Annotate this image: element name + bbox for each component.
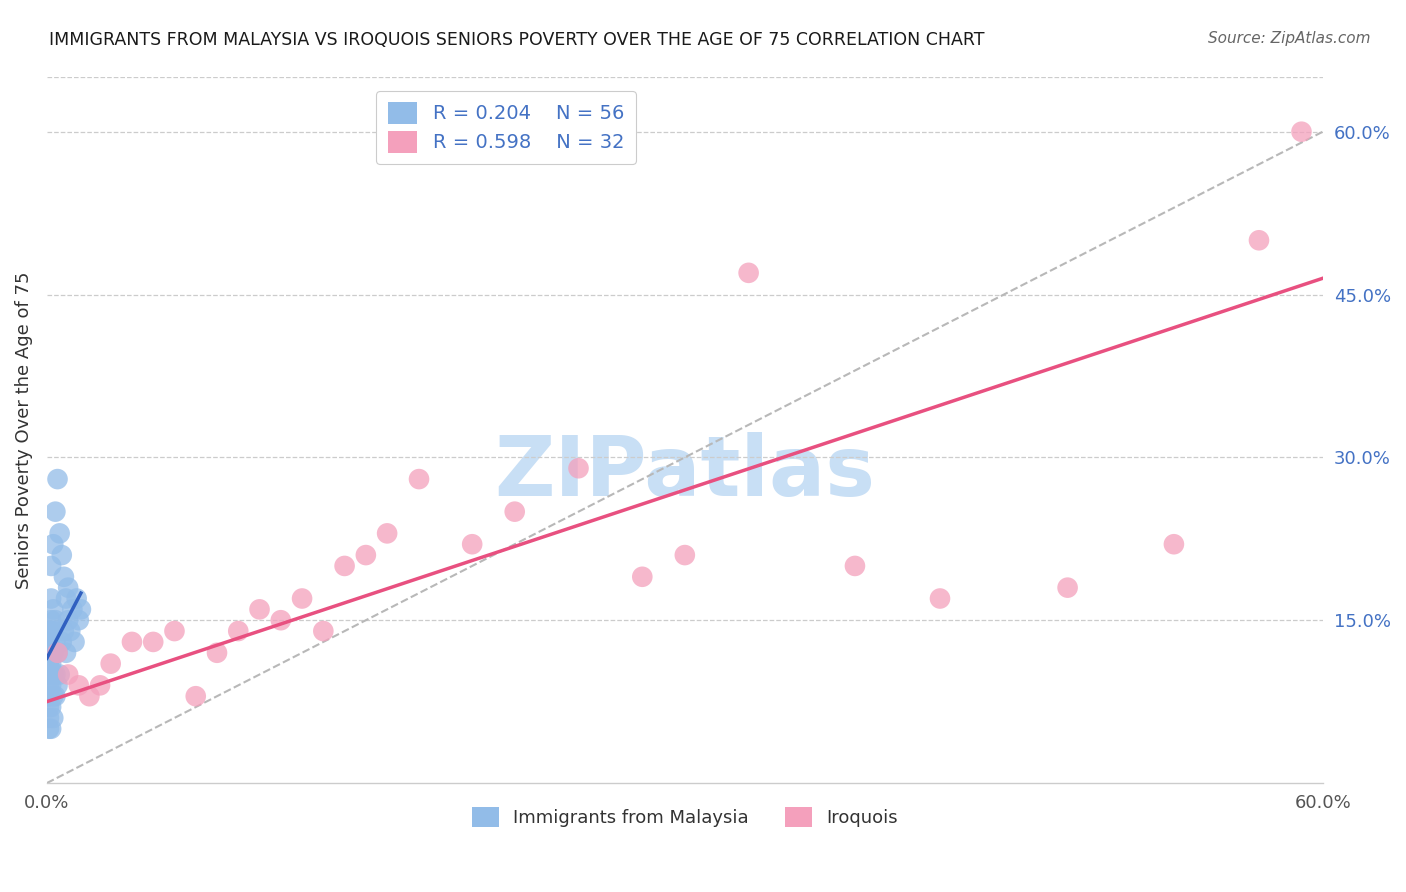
Point: [38, 646, 60, 660]
Point: [38, 667, 60, 681]
Point: [56, 613, 79, 627]
Point: [1163, 537, 1185, 551]
Point: [737, 266, 759, 280]
Point: [56, 667, 79, 681]
Point: [46, 472, 69, 486]
Point: [39, 558, 62, 573]
Point: [63, 635, 86, 649]
Point: [55, 591, 77, 606]
Point: [59, 624, 82, 638]
Point: [163, 624, 186, 638]
Point: [89, 678, 111, 692]
Point: [39, 667, 62, 681]
Legend: Immigrants from Malaysia, Iroquois: Immigrants from Malaysia, Iroquois: [464, 799, 905, 834]
Point: [48, 526, 70, 541]
Point: [46, 646, 69, 660]
Point: [291, 591, 314, 606]
Point: [39, 678, 62, 692]
Point: [44, 667, 66, 681]
Point: [42, 624, 65, 638]
Point: [42, 646, 65, 660]
Point: [46, 678, 69, 692]
Point: [44, 613, 66, 627]
Point: [46, 646, 69, 660]
Point: [673, 548, 696, 562]
Point: [1291, 125, 1313, 139]
Point: [39, 646, 62, 660]
Point: [38, 635, 60, 649]
Point: [38, 635, 60, 649]
Point: [333, 558, 356, 573]
Point: [929, 591, 952, 606]
Point: [42, 537, 65, 551]
Point: [39, 613, 62, 627]
Text: Source: ZipAtlas.com: Source: ZipAtlas.com: [1208, 31, 1371, 46]
Point: [56, 581, 79, 595]
Point: [270, 613, 292, 627]
Point: [184, 689, 207, 703]
Point: [39, 700, 62, 714]
Point: [38, 667, 60, 681]
Point: [44, 689, 66, 703]
Point: [39, 591, 62, 606]
Point: [44, 505, 66, 519]
Point: [121, 635, 143, 649]
Point: [79, 689, 101, 703]
Point: [375, 526, 398, 541]
Point: [60, 602, 83, 616]
Point: [55, 646, 77, 660]
Point: [38, 678, 60, 692]
Point: [38, 722, 60, 736]
Point: [38, 657, 60, 671]
Point: [38, 711, 60, 725]
Point: [48, 667, 70, 681]
Point: [38, 657, 60, 671]
Point: [38, 689, 60, 703]
Point: [66, 591, 89, 606]
Point: [38, 646, 60, 660]
Point: [503, 505, 526, 519]
Point: [51, 548, 73, 562]
Point: [312, 624, 335, 638]
Point: [408, 472, 430, 486]
Point: [39, 722, 62, 736]
Point: [42, 602, 65, 616]
Y-axis label: Seniors Poverty Over the Age of 75: Seniors Poverty Over the Age of 75: [15, 271, 32, 589]
Point: [38, 700, 60, 714]
Point: [52, 624, 75, 638]
Point: [39, 657, 62, 671]
Point: [100, 657, 122, 671]
Point: [205, 646, 228, 660]
Point: [461, 537, 484, 551]
Point: [844, 558, 866, 573]
Point: [38, 689, 60, 703]
Point: [39, 624, 62, 638]
Point: [52, 570, 75, 584]
Point: [631, 570, 654, 584]
Point: [44, 635, 66, 649]
Point: [226, 624, 249, 638]
Point: [249, 602, 271, 616]
Point: [142, 635, 165, 649]
Point: [42, 711, 65, 725]
Point: [1247, 233, 1270, 247]
Text: IMMIGRANTS FROM MALAYSIA VS IROQUOIS SENIORS POVERTY OVER THE AGE OF 75 CORRELAT: IMMIGRANTS FROM MALAYSIA VS IROQUOIS SEN…: [49, 31, 984, 49]
Point: [354, 548, 377, 562]
Text: ZIPatlas: ZIPatlas: [495, 432, 876, 513]
Point: [38, 624, 60, 638]
Point: [42, 689, 65, 703]
Point: [42, 667, 65, 681]
Point: [67, 613, 90, 627]
Point: [1056, 581, 1078, 595]
Point: [567, 461, 589, 475]
Point: [67, 678, 90, 692]
Point: [51, 635, 73, 649]
Point: [70, 602, 93, 616]
